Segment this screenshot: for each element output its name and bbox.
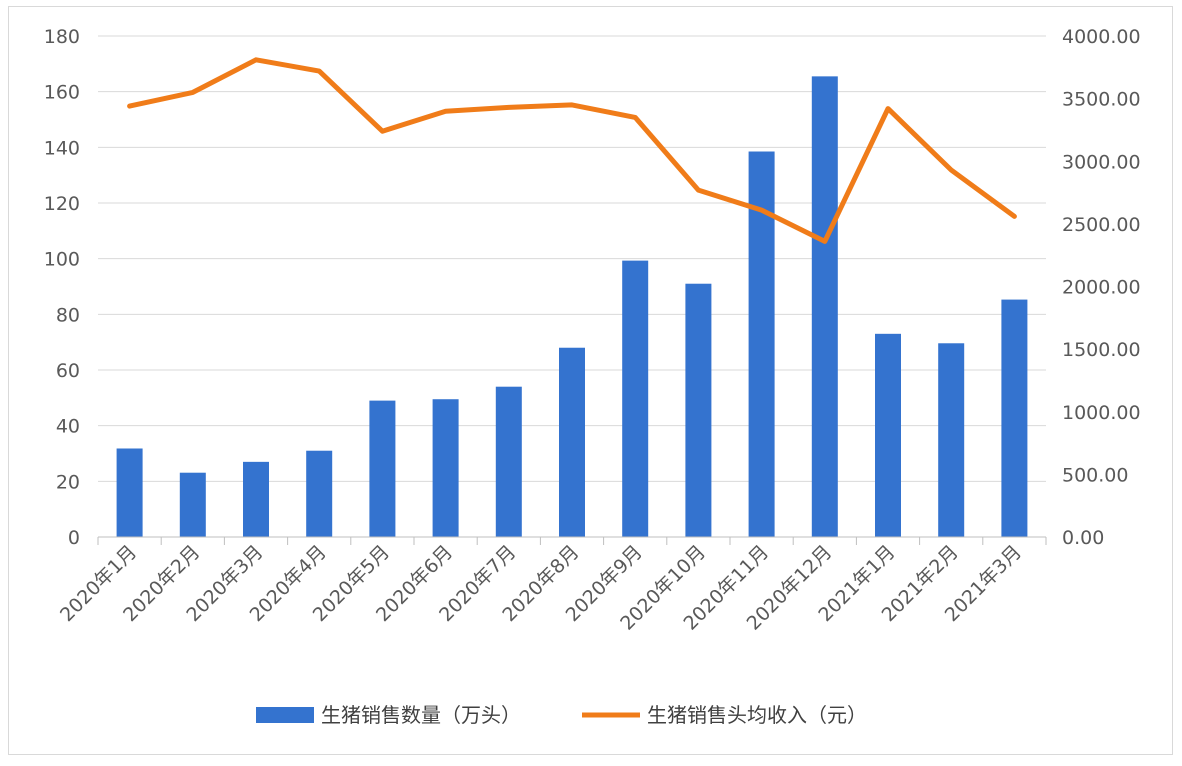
series-line	[127, 57, 1017, 244]
left-tick-label: 40	[56, 416, 80, 438]
left-axis-ticks: 0 20 40 60 80 100 120 140 160 180	[44, 26, 80, 549]
legend: 生猪销售数量（万头） 生猪销售头均收入（元）	[256, 703, 867, 727]
right-tick-label: 4000.00	[1062, 26, 1141, 48]
bar	[243, 461, 269, 537]
bar	[432, 399, 459, 537]
bar	[811, 76, 838, 537]
bar-series	[116, 76, 1028, 537]
legend-bar-swatch	[256, 707, 314, 723]
bar	[179, 472, 206, 537]
right-tick-label: 0.00	[1062, 527, 1104, 549]
right-tick-label: 1500.00	[1062, 339, 1141, 361]
bar	[116, 448, 143, 537]
left-tick-label: 140	[44, 137, 80, 159]
bar	[369, 400, 396, 537]
right-tick-label: 3500.00	[1062, 89, 1141, 111]
legend-line-label: 生猪销售头均收入（元）	[647, 703, 867, 727]
legend-bar-label: 生猪销售数量（万头）	[321, 703, 521, 727]
left-tick-label: 60	[56, 360, 80, 382]
bar	[306, 450, 333, 537]
bar	[495, 386, 522, 537]
bar	[938, 343, 965, 537]
x-axis-labels: 2020年1月2020年2月2020年3月2020年4月2020年5月2020年…	[56, 541, 1026, 635]
left-tick-label: 100	[44, 249, 80, 271]
right-tick-label: 2500.00	[1062, 214, 1141, 236]
left-tick-label: 120	[44, 193, 80, 215]
bar	[685, 283, 712, 537]
left-tick-label: 20	[56, 471, 80, 493]
line-series	[127, 57, 1017, 244]
x-axis	[97, 536, 1047, 545]
right-tick-label: 2000.00	[1062, 277, 1141, 299]
right-tick-label: 3000.00	[1062, 151, 1141, 173]
left-tick-label: 180	[44, 26, 80, 48]
left-tick-label: 80	[56, 304, 80, 326]
bar	[622, 260, 649, 537]
left-tick-label: 160	[44, 82, 80, 104]
bar	[1001, 299, 1028, 537]
right-tick-label: 500.00	[1062, 464, 1128, 486]
right-axis-ticks: 0.00 500.00 1000.00 1500.00 2000.00 2500.00 30…	[1062, 26, 1141, 549]
left-tick-label: 0	[68, 527, 80, 549]
right-tick-label: 1000.00	[1062, 402, 1141, 424]
bar	[559, 347, 585, 537]
chart-frame	[8, 6, 1173, 755]
bar	[875, 333, 901, 537]
